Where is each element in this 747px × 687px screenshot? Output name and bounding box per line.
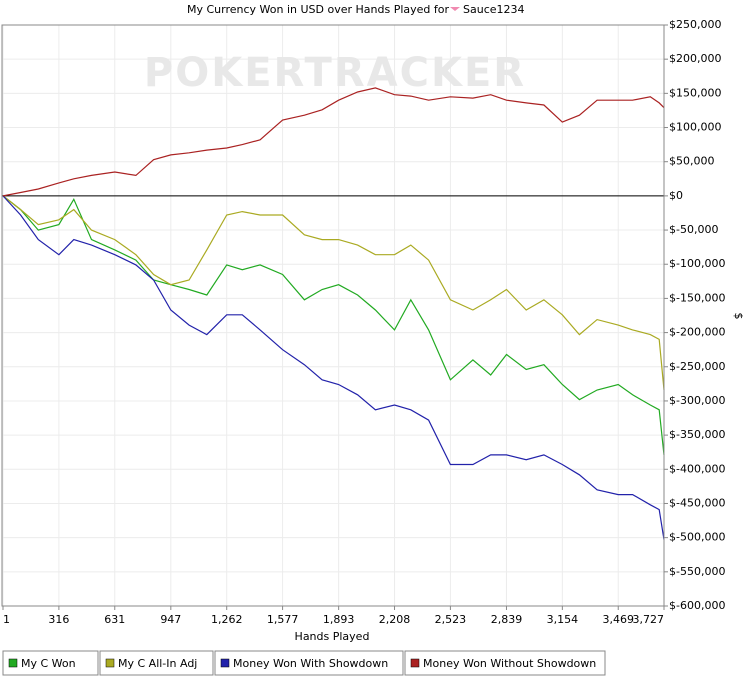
y-tick-label: $-50,000 [669,223,718,236]
y-tick-label: $200,000 [669,52,722,65]
legend-box [214,650,404,676]
legend-label: Money Won Without Showdown [423,657,596,670]
x-tick-label: 316 [48,613,69,626]
x-tick-label: 2,208 [379,613,411,626]
x-tick-label: 1 [3,613,10,626]
y-tick-label: $0 [669,189,683,202]
x-tick-label: 3,469 [602,613,634,626]
series-line [2,195,665,455]
watermark: POKERTRACKER [144,50,526,96]
legend-label: Money Won With Showdown [233,657,388,670]
y-tick-label: $-500,000 [669,531,725,544]
x-tick-label: 3,727 [633,613,665,626]
legend-label: My C Won [21,657,76,670]
legend-box [404,650,606,676]
plot [2,87,665,540]
y-tick-label: $-150,000 [669,291,725,304]
y-tick-label: $-550,000 [669,565,725,578]
legend-label: My C All-In Adj [118,657,197,670]
legend: My C Won My C All-In Adj Money Won With Sh… [2,650,606,676]
chart-title: My Currency Won in USD over Hands Played… [187,3,450,16]
y-tick-label: $-450,000 [669,496,725,509]
y-tick-label: $-400,000 [669,462,725,475]
y-tick-label: $250,000 [669,18,722,31]
y-tick-label: $100,000 [669,121,722,134]
y-tick-label: $-250,000 [669,360,725,373]
y-tick-label: $-200,000 [669,326,725,339]
x-tick-label: 1,262 [211,613,243,626]
series-line [2,195,665,391]
legend-swatch [410,658,420,668]
player-name: Sauce1234 [463,3,525,16]
y-tick-label: $-600,000 [669,599,725,612]
grid [2,24,665,607]
plot-border [1,24,665,607]
legend-box [99,650,214,676]
y-tick-label: $-350,000 [669,428,725,441]
x-tick-label: 947 [160,613,181,626]
x-tick-label: 2,523 [435,613,467,626]
x-tick-label: 3,154 [547,613,579,626]
x-tick-label: 1,893 [323,613,355,626]
legend-box [2,650,99,676]
y-tick-label: $-100,000 [669,257,725,270]
y-axis-label: $ [732,313,745,320]
x-tick-label: 631 [104,613,125,626]
legend-swatch [220,658,230,668]
y-tick-label: $-300,000 [669,394,725,407]
series-line [2,87,665,197]
x-tick-label: 2,839 [491,613,523,626]
x-tick-label: 1,577 [267,613,299,626]
legend-swatch [8,658,18,668]
legend-swatch [105,658,115,668]
series-line [2,195,665,540]
player-icon [450,7,460,11]
y-tick-label: $150,000 [669,86,722,99]
y-tick-label: $50,000 [669,155,715,168]
x-axis-label: Hands Played [295,630,370,643]
